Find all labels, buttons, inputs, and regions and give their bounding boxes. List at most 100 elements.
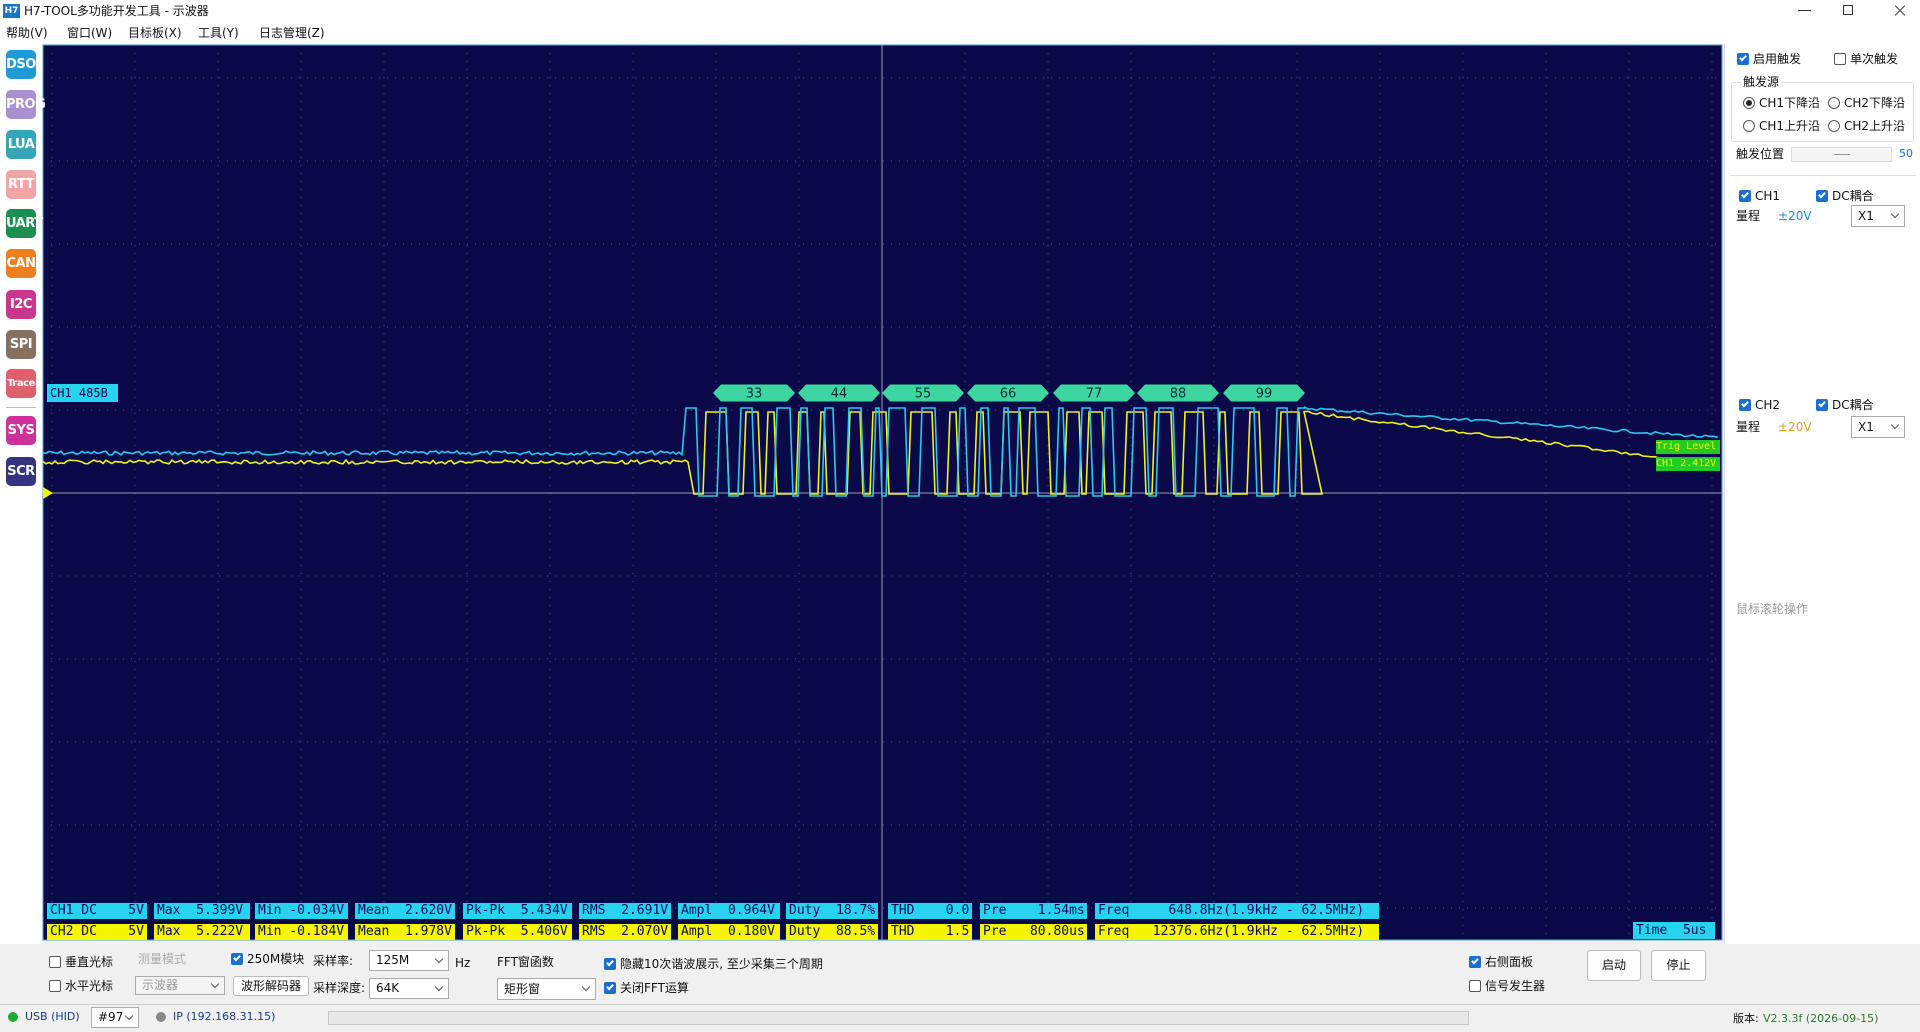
measurement: CH2 DC 5V	[47, 924, 147, 940]
checkbox[interactable]	[49, 956, 61, 968]
time-base: Time 5us	[1633, 922, 1715, 939]
sidebar-icon[interactable]: SYS	[6, 416, 36, 445]
menu-item[interactable]: 窗口(W)	[67, 26, 113, 40]
waveform	[42, 406, 1718, 497]
checkbox[interactable]	[1739, 190, 1751, 202]
control-label: DC耦合	[1832, 398, 1874, 412]
scope-background	[42, 44, 1723, 941]
control-label: 水平光标	[65, 979, 114, 993]
checkbox[interactable]	[1834, 53, 1846, 65]
waveform	[42, 410, 1719, 495]
measurement: Mean 1.978V	[355, 924, 455, 940]
minimize-button[interactable]	[1798, 10, 1811, 11]
label: 触发位置	[1736, 147, 1785, 161]
control-label: CH2下降沿	[1844, 96, 1906, 110]
measurement: Duty 88.5%	[786, 924, 878, 940]
radio-button[interactable]	[1828, 97, 1840, 109]
dropdown-arrow	[1890, 420, 1900, 430]
checkbox[interactable]	[231, 953, 243, 965]
sidebar-icon[interactable]: SPI	[6, 330, 36, 359]
checkbox[interactable]	[1469, 980, 1481, 992]
status-led	[156, 1012, 166, 1022]
checkbox[interactable]	[604, 982, 616, 994]
radio-button[interactable]	[1743, 97, 1755, 109]
sidebar-icon[interactable]: I2C	[6, 290, 36, 319]
measurement: Min -0.034V	[255, 903, 348, 919]
measurement: Pre 1.54ms	[980, 903, 1087, 919]
dropdown[interactable]: X1	[1851, 205, 1905, 227]
status-text: IP (192.168.31.15)	[173, 1010, 276, 1023]
dropdown-arrow	[1890, 209, 1900, 219]
decoded-byte: 55	[915, 387, 932, 402]
decoded-byte-frame	[1053, 384, 1135, 402]
dropdown[interactable]: 64K	[369, 978, 449, 999]
checkbox[interactable]	[1816, 190, 1828, 202]
hint: 鼠标滚轮操作	[1736, 602, 1809, 616]
dropdown[interactable]: 示波器	[135, 976, 225, 995]
sidebar-icon[interactable]: LUA	[6, 130, 36, 159]
measurement: Min -0.184V	[255, 924, 348, 940]
check-mark	[1741, 399, 1749, 408]
label: 采样深度:	[313, 981, 366, 995]
measurement: THD 1.5	[888, 924, 972, 940]
checkbox[interactable]	[1737, 53, 1749, 65]
dropdown[interactable]: 125M	[369, 950, 449, 971]
maximize-button[interactable]	[1843, 5, 1853, 15]
radio-dot	[1746, 100, 1752, 106]
sidebar-icon[interactable]: DSO	[6, 50, 36, 79]
sidebar-icon[interactable]: SCR	[6, 457, 36, 486]
menu-bar	[0, 22, 1920, 44]
label: 量程	[1736, 420, 1761, 434]
sidebar-icon[interactable]: CAN	[6, 249, 36, 278]
sidebar-icon[interactable]: Trace	[6, 369, 36, 398]
measurement: Duty 18.7%	[786, 903, 878, 919]
trig-level-label: Trig Level	[1656, 440, 1720, 454]
radio-button[interactable]	[1828, 120, 1840, 132]
sidebar-icon[interactable]: RTT	[6, 170, 36, 199]
button[interactable]: 启动	[1587, 950, 1641, 981]
button[interactable]: 波形解码器	[233, 976, 309, 996]
label: 量程	[1736, 209, 1761, 223]
dropdown[interactable]: X1	[1851, 416, 1905, 438]
checkbox[interactable]	[1816, 399, 1828, 411]
menu-item[interactable]: 工具(Y)	[198, 26, 239, 40]
dropdown-arrow	[124, 1011, 134, 1020]
label: 采样率:	[313, 954, 354, 968]
sidebar-icon[interactable]: PROG	[6, 90, 46, 119]
decoded-byte: 88	[1170, 387, 1187, 402]
menu-item[interactable]: 日志管理(Z)	[259, 26, 325, 40]
dropdown[interactable]: 矩形窗	[497, 978, 596, 1000]
menu-item[interactable]: 目标板(X)	[128, 26, 182, 40]
measurement: Max 5.399V	[154, 903, 250, 919]
checkbox[interactable]	[604, 958, 616, 970]
close-button[interactable]	[1885, 0, 1915, 20]
label: FFT窗函数	[497, 955, 554, 969]
checkbox[interactable]	[1739, 399, 1751, 411]
decoded-byte: 66	[1000, 387, 1017, 402]
group-title: 触发源	[1741, 74, 1782, 90]
menu-item[interactable]: 帮助(V)	[6, 26, 48, 40]
checkbox[interactable]	[49, 980, 61, 992]
control-label: 信号发生器	[1485, 979, 1546, 993]
sidebar-icon[interactable]: UART	[6, 209, 43, 238]
checkbox[interactable]	[1469, 956, 1481, 968]
measurement: Max 5.222V	[154, 924, 250, 940]
radio-button[interactable]	[1743, 120, 1755, 132]
sidebar-separator	[6, 407, 36, 408]
slider[interactable]	[1791, 147, 1892, 162]
check-mark	[233, 953, 241, 962]
measurement: Ampl 0.964V	[678, 903, 780, 919]
measurement: Ampl 0.180V	[678, 924, 780, 940]
app-icon: H7	[3, 4, 20, 18]
control-label: 启用触发	[1753, 52, 1802, 66]
control-label: CH1上升沿	[1759, 119, 1821, 133]
button[interactable]: 停止	[1651, 950, 1706, 981]
label: 测量模式	[138, 952, 187, 966]
control-label: CH1下降沿	[1759, 96, 1821, 110]
window-title: H7-TOOL多功能开发工具 - 示波器	[24, 4, 209, 18]
decoded-byte: 44	[831, 387, 848, 402]
dropdown[interactable]: #97	[91, 1007, 139, 1028]
right-panel	[1724, 44, 1920, 944]
slider-thumb	[1834, 154, 1850, 155]
